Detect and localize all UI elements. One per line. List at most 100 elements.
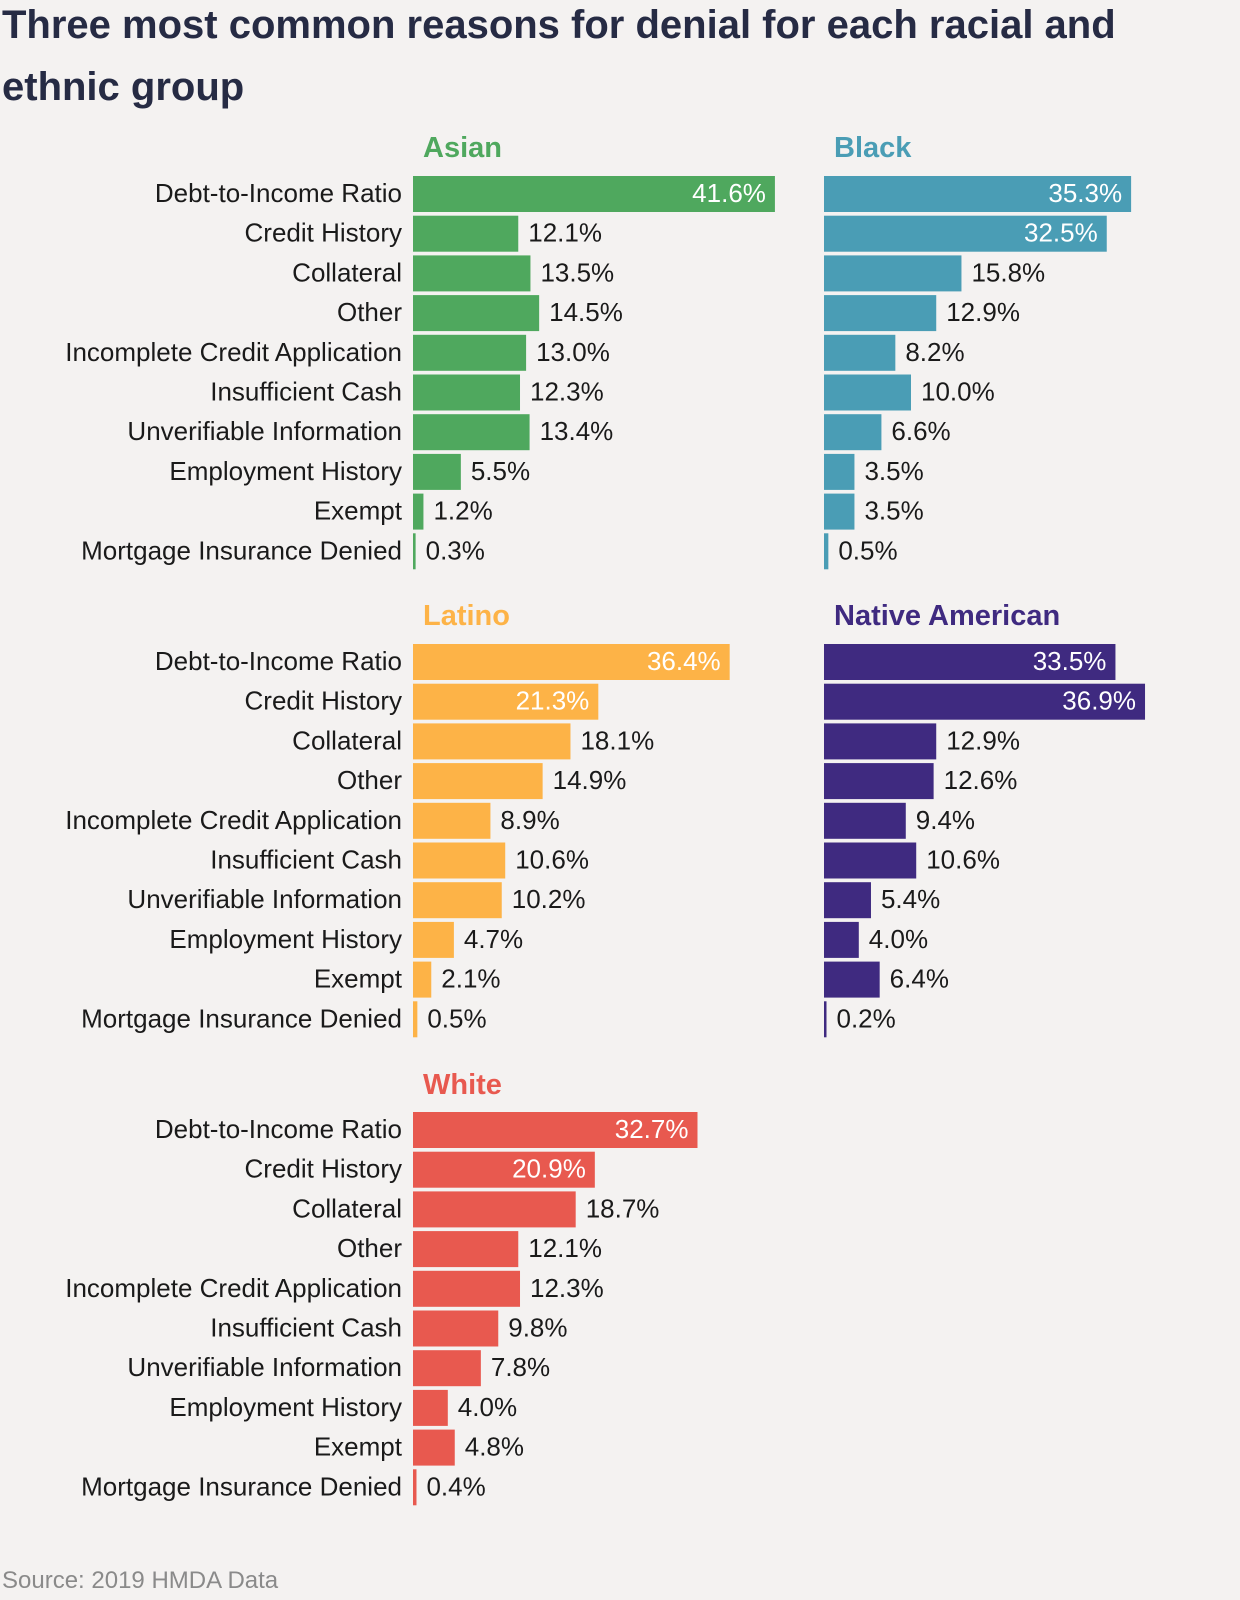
- bar-asian-other: [413, 295, 540, 332]
- panel-latino: Latino Debt-to-Income Ratio 36.4% Credit Hi…: [65, 600, 730, 1038]
- category-label: Insufficient Cash: [210, 1313, 402, 1343]
- category-label: Exempt: [314, 496, 403, 526]
- category-label: Unverifiable Information: [127, 416, 402, 446]
- value-label: 0.4%: [426, 1471, 485, 1501]
- panel-white: White Debt-to-Income Ratio 32.7% Credit His…: [65, 1069, 698, 1506]
- bar-white-employment-history: [413, 1389, 448, 1426]
- bar-asian-employment-history: [413, 453, 461, 490]
- bar-asian-exempt: [413, 493, 424, 530]
- value-label: 15.8%: [971, 257, 1045, 287]
- value-label: 12.6%: [944, 765, 1018, 795]
- category-label: Employment History: [169, 924, 402, 954]
- bar-native-american-employment-history: [824, 921, 859, 958]
- category-label: Collateral: [292, 257, 402, 287]
- bar-native-american-exempt: [824, 961, 880, 998]
- value-label: 10.2%: [512, 884, 586, 914]
- bar-latino-insufficient-cash: [413, 842, 506, 879]
- value-label: 18.1%: [580, 725, 654, 755]
- value-label: 6.4%: [890, 964, 949, 994]
- bar-black-unverifiable-information: [824, 414, 882, 451]
- bar-asian-collateral: [413, 255, 531, 292]
- value-label: 35.3%: [1048, 178, 1122, 208]
- bar-asian-mortgage-insurance-denied: [413, 533, 416, 570]
- bar-white-credit-history: [413, 1151, 595, 1188]
- bar-native-american-collateral: [824, 723, 937, 760]
- category-label: Mortgage Insurance Denied: [81, 535, 402, 565]
- value-label: 9.8%: [508, 1313, 567, 1343]
- bar-latino-collateral: [413, 723, 571, 760]
- value-label: 9.4%: [916, 805, 975, 835]
- category-label: Credit History: [245, 218, 402, 248]
- bar-asian-insufficient-cash: [413, 374, 521, 411]
- category-label: Insufficient Cash: [210, 377, 402, 407]
- value-label: 5.5%: [471, 456, 530, 486]
- value-label: 32.7%: [615, 1114, 689, 1144]
- value-label: 14.5%: [549, 297, 623, 327]
- bar-latino-debt-to-income-ratio: [413, 644, 730, 680]
- bar-black-other: [824, 295, 937, 332]
- bar-native-american-insufficient-cash: [824, 842, 917, 879]
- chart-area: Asian Debt-to-Income Ratio 41.6% Credit His…: [65, 132, 1146, 1506]
- value-label: 4.8%: [465, 1432, 524, 1462]
- bar-black-mortgage-insurance-denied: [824, 533, 829, 570]
- panel-title-white: White: [423, 1069, 502, 1101]
- bar-white-collateral: [413, 1191, 576, 1228]
- value-label: 6.6%: [891, 416, 950, 446]
- category-label: Other: [337, 765, 402, 795]
- category-label: Employment History: [169, 1392, 402, 1422]
- value-label: 10.6%: [926, 845, 1000, 875]
- category-label: Collateral: [292, 1193, 402, 1223]
- value-label: 4.0%: [869, 924, 928, 954]
- bar-latino-employment-history: [413, 921, 454, 958]
- value-label: 12.9%: [946, 297, 1020, 327]
- bar-asian-credit-history: [413, 215, 519, 252]
- value-label: 36.4%: [647, 646, 721, 676]
- category-label: Insufficient Cash: [210, 845, 402, 875]
- source-note: Source: 2019 HMDA Data: [2, 1567, 279, 1594]
- value-label: 1.2%: [433, 496, 492, 526]
- bar-black-collateral: [824, 255, 962, 292]
- bar-white-mortgage-insurance-denied: [413, 1469, 417, 1506]
- category-label: Debt-to-Income Ratio: [155, 646, 402, 676]
- panel-title-black: Black: [834, 132, 912, 164]
- bar-white-other: [413, 1231, 519, 1268]
- value-label: 36.9%: [1062, 686, 1136, 716]
- panel-title-asian: Asian: [423, 132, 502, 164]
- category-label: Exempt: [314, 964, 403, 994]
- value-label: 20.9%: [512, 1154, 586, 1184]
- category-label: Credit History: [245, 686, 402, 716]
- bar-asian-unverifiable-information: [413, 414, 530, 451]
- category-label: Mortgage Insurance Denied: [81, 1003, 402, 1033]
- value-label: 7.8%: [491, 1352, 550, 1382]
- category-label: Unverifiable Information: [127, 1352, 402, 1382]
- category-label: Credit History: [245, 1154, 402, 1184]
- bar-native-american-other: [824, 763, 934, 800]
- category-label: Other: [337, 297, 402, 327]
- value-label: 8.2%: [905, 337, 964, 367]
- value-label: 8.9%: [500, 805, 559, 835]
- bar-native-american-debt-to-income-ratio: [824, 644, 1116, 680]
- bar-native-american-incomplete-credit-application: [824, 802, 906, 839]
- bar-black-credit-history: [824, 215, 1107, 252]
- value-label: 41.6%: [692, 178, 766, 208]
- value-label: 3.5%: [864, 456, 923, 486]
- category-label: Exempt: [314, 1432, 403, 1462]
- bar-black-exempt: [824, 493, 855, 530]
- bar-latino-exempt: [413, 961, 432, 998]
- value-label: 0.5%: [427, 1003, 486, 1033]
- bar-latino-incomplete-credit-application: [413, 802, 491, 839]
- value-label: 21.3%: [516, 686, 590, 716]
- value-label: 0.5%: [838, 535, 897, 565]
- panel-asian: Asian Debt-to-Income Ratio 41.6% Credit His…: [65, 132, 775, 570]
- value-label: 2.1%: [441, 964, 500, 994]
- category-label: Mortgage Insurance Denied: [81, 1471, 402, 1501]
- value-label: 4.7%: [464, 924, 523, 954]
- bar-asian-incomplete-credit-application: [413, 334, 527, 371]
- bar-latino-unverifiable-information: [413, 882, 502, 919]
- bar-black-employment-history: [824, 453, 855, 490]
- value-label: 14.9%: [553, 765, 627, 795]
- value-label: 12.1%: [528, 1233, 602, 1263]
- category-label: Debt-to-Income Ratio: [155, 1114, 402, 1144]
- category-label: Unverifiable Information: [127, 884, 402, 914]
- value-label: 4.0%: [458, 1392, 517, 1422]
